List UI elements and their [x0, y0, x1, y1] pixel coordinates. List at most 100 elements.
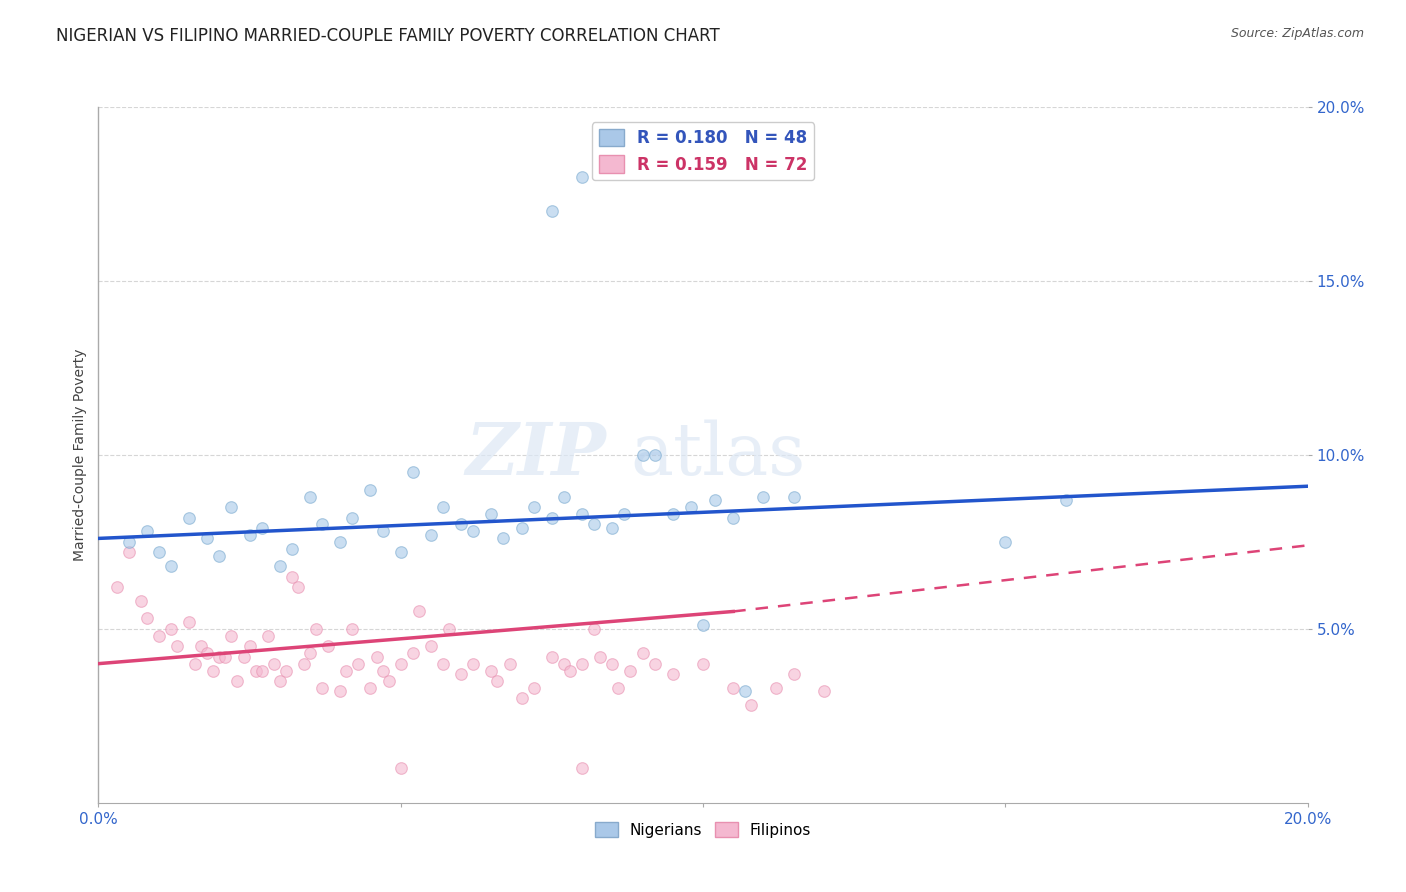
Point — [558, 664, 581, 678]
Point — [389, 761, 412, 775]
Point — [602, 657, 624, 671]
Point — [195, 532, 218, 546]
Point — [347, 657, 370, 671]
Point — [239, 639, 262, 653]
Point — [274, 664, 297, 678]
Point — [245, 664, 267, 678]
Point — [311, 517, 333, 532]
Point — [437, 622, 460, 636]
Point — [250, 521, 273, 535]
Point — [631, 646, 654, 660]
Point — [692, 657, 714, 671]
Point — [752, 490, 775, 504]
Point — [360, 483, 382, 497]
Point — [316, 639, 339, 653]
Point — [661, 507, 683, 521]
Point — [420, 528, 443, 542]
Point — [281, 570, 304, 584]
Point — [335, 664, 357, 678]
Point — [994, 534, 1017, 549]
Point — [571, 507, 593, 521]
Point — [179, 510, 201, 524]
Text: ZIP: ZIP — [465, 419, 606, 491]
Point — [481, 664, 503, 678]
Point — [510, 521, 533, 535]
Point — [607, 681, 630, 695]
Point — [463, 524, 485, 539]
Point — [692, 618, 714, 632]
Point — [371, 524, 394, 539]
Point — [783, 667, 806, 681]
Point — [540, 649, 562, 664]
Point — [402, 466, 425, 480]
Point — [118, 545, 141, 559]
Point — [342, 510, 364, 524]
Point — [389, 545, 412, 559]
Point — [160, 622, 183, 636]
Point — [723, 681, 745, 695]
Text: Source: ZipAtlas.com: Source: ZipAtlas.com — [1230, 27, 1364, 40]
Point — [377, 674, 399, 689]
Point — [661, 667, 683, 681]
Point — [571, 657, 593, 671]
Point — [571, 761, 593, 775]
Point — [486, 674, 509, 689]
Point — [523, 681, 546, 695]
Point — [631, 448, 654, 462]
Text: NIGERIAN VS FILIPINO MARRIED-COUPLE FAMILY POVERTY CORRELATION CHART: NIGERIAN VS FILIPINO MARRIED-COUPLE FAMI… — [56, 27, 720, 45]
Point — [402, 646, 425, 660]
Point — [1054, 493, 1077, 508]
Point — [281, 541, 304, 556]
Point — [481, 507, 503, 521]
Point — [389, 657, 412, 671]
Point — [498, 657, 520, 671]
Point — [166, 639, 188, 653]
Point — [232, 649, 254, 664]
Point — [583, 622, 606, 636]
Point — [450, 667, 472, 681]
Point — [239, 528, 262, 542]
Point — [135, 524, 157, 539]
Point — [432, 657, 454, 671]
Point — [329, 534, 352, 549]
Y-axis label: Married-Couple Family Poverty: Married-Couple Family Poverty — [73, 349, 87, 561]
Point — [734, 684, 756, 698]
Point — [160, 559, 183, 574]
Point — [292, 657, 315, 671]
Point — [360, 681, 382, 695]
Point — [540, 204, 562, 219]
Point — [299, 490, 322, 504]
Point — [371, 664, 394, 678]
Point — [329, 684, 352, 698]
Point — [420, 639, 443, 653]
Point — [342, 622, 364, 636]
Point — [214, 649, 236, 664]
Point — [105, 580, 128, 594]
Point — [463, 657, 485, 671]
Point — [184, 657, 207, 671]
Point — [765, 681, 787, 695]
Point — [583, 517, 606, 532]
Point — [311, 681, 333, 695]
Point — [221, 629, 243, 643]
Point — [602, 521, 624, 535]
Point — [408, 605, 430, 619]
Point — [704, 493, 727, 508]
Point — [135, 611, 157, 625]
Point — [148, 629, 170, 643]
Point — [202, 664, 225, 678]
Point — [510, 691, 533, 706]
Point — [813, 684, 835, 698]
Point — [589, 649, 612, 664]
Point — [208, 649, 231, 664]
Point — [190, 639, 212, 653]
Point — [250, 664, 273, 678]
Text: atlas: atlas — [630, 419, 806, 491]
Point — [571, 169, 593, 184]
Point — [305, 622, 328, 636]
Point — [148, 545, 170, 559]
Point — [179, 615, 201, 629]
Point — [366, 649, 388, 664]
Point — [523, 500, 546, 514]
Point — [263, 657, 285, 671]
